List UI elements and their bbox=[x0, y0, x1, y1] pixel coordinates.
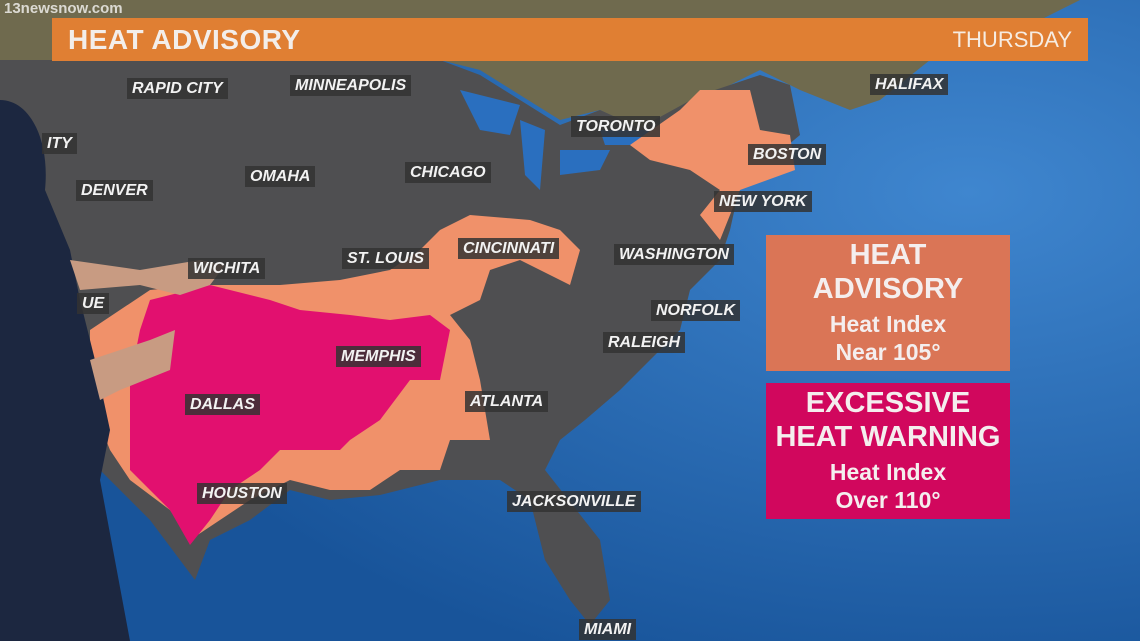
banner-day: THURSDAY bbox=[952, 27, 1072, 52]
city-label: DENVER bbox=[76, 180, 153, 201]
city-label: CINCINNATI bbox=[458, 238, 560, 259]
city-label: ST. LOUIS bbox=[342, 248, 430, 269]
presenter-arm bbox=[70, 260, 225, 400]
legend-subtitle: Over 110° bbox=[835, 487, 941, 513]
legend-title: EXCESSIVE bbox=[805, 387, 971, 419]
city-label: WICHITA bbox=[188, 258, 266, 279]
title-banner: HEAT ADVISORY THURSDAY bbox=[52, 18, 1088, 61]
city-label: ATLANTA bbox=[465, 391, 549, 412]
heat-advisory-area-northeast bbox=[630, 90, 795, 240]
legend-excessive-heat-warning: EXCESSIVE HEAT WARNING Heat Index Over 1… bbox=[766, 383, 1010, 519]
city-label: OMAHA bbox=[245, 166, 316, 187]
city-label: NEW YORK bbox=[714, 191, 812, 212]
legend-subtitle: Heat Index bbox=[829, 311, 947, 337]
presenter bbox=[0, 100, 130, 641]
city-label: WASHINGTON bbox=[614, 244, 734, 265]
city-label: DALLAS bbox=[185, 394, 260, 415]
city-label: UE bbox=[77, 293, 110, 314]
city-label: HALIFAX bbox=[870, 74, 949, 95]
station-watermark: 13newsnow.com bbox=[4, 0, 123, 17]
legend-subtitle: Heat Index bbox=[829, 459, 947, 485]
city-label: RAPID CITY bbox=[127, 78, 228, 99]
great-lakes bbox=[460, 90, 650, 190]
legend-title: ADVISORY bbox=[812, 273, 964, 305]
city-label: ITY bbox=[42, 133, 77, 154]
city-label: MEMPHIS bbox=[336, 346, 421, 367]
city-label: JACKSONVILLE bbox=[507, 491, 641, 512]
city-label: CHICAGO bbox=[405, 162, 491, 183]
city-label: BOSTON bbox=[748, 144, 827, 165]
legend-title: HEAT WARNING bbox=[775, 421, 1001, 453]
legend-heat-advisory: HEAT ADVISORY Heat Index Near 105° bbox=[766, 235, 1010, 371]
city-label: HOUSTON bbox=[197, 483, 287, 504]
city-label: MIAMI bbox=[579, 619, 637, 640]
city-label: TORONTO bbox=[571, 116, 661, 137]
city-label: MINNEAPOLIS bbox=[290, 75, 412, 96]
legend-title: HEAT bbox=[849, 239, 927, 271]
legend-subtitle: Near 105° bbox=[835, 339, 941, 365]
banner-title: HEAT ADVISORY bbox=[68, 24, 301, 55]
city-label: NORFOLK bbox=[651, 300, 741, 321]
city-label: RALEIGH bbox=[603, 332, 685, 353]
